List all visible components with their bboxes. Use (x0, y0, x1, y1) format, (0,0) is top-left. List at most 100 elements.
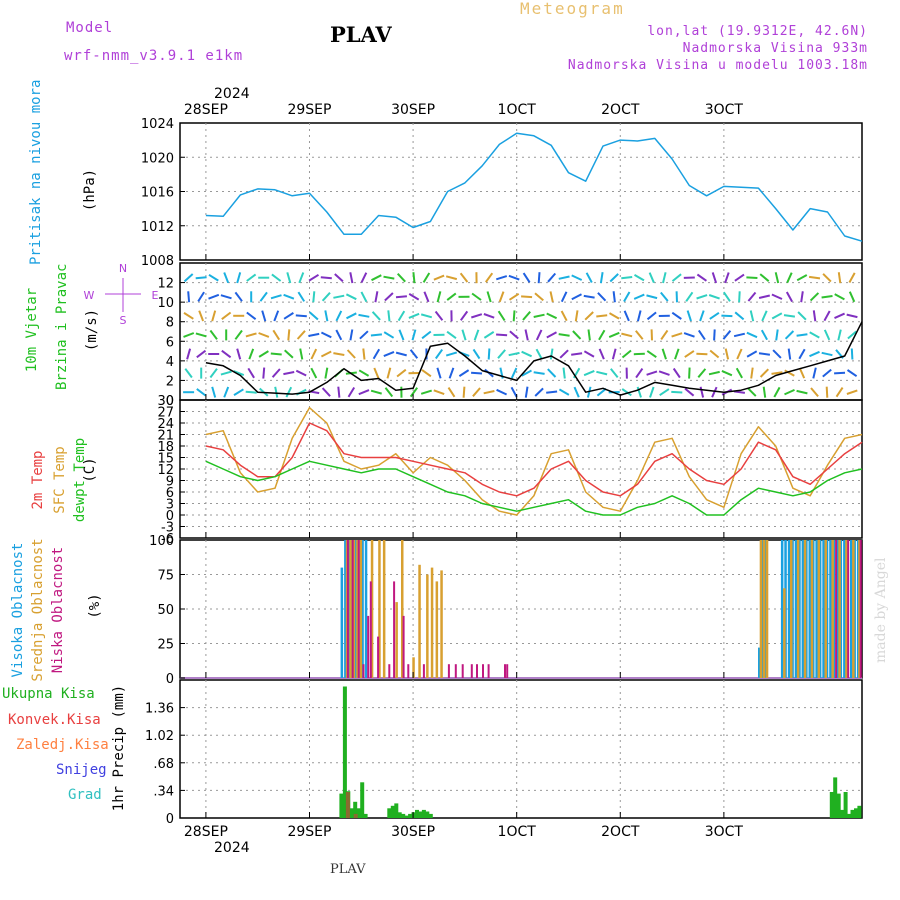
temp-ytick-label: 27 (157, 406, 174, 421)
cloud-ytick-label: 50 (157, 603, 174, 618)
bottom-year: 2024 (214, 840, 250, 856)
wind-arrow (537, 272, 541, 284)
wind-arrow (299, 348, 304, 360)
mid-cloud-bar (831, 540, 834, 678)
wind-arrow (420, 389, 432, 395)
wind-arrow (759, 368, 770, 378)
temp-ytick-label: 0 (166, 509, 174, 524)
wind-arrow (483, 390, 495, 395)
wind-arrow (608, 312, 620, 320)
wind-arrow (448, 367, 455, 379)
wind-arrow (696, 294, 708, 300)
cloud-ytick-label: 25 (157, 638, 174, 653)
wind-arrow (195, 276, 207, 280)
wind-arrow (583, 294, 595, 299)
mid-cloud-bar (765, 540, 769, 678)
wind-arrow (558, 388, 570, 396)
wind-arrow (461, 329, 467, 341)
wind-arrow (711, 272, 718, 284)
wind-ytick-label: 6 (166, 335, 174, 350)
wind-arrow (271, 368, 281, 378)
high-cloud-bar (805, 540, 808, 678)
pressure-ytick-label: 1016 (141, 186, 174, 201)
mid-cloud-bar (817, 540, 821, 678)
wind-arrow (558, 275, 570, 280)
cloud-ytick-label: 75 (157, 569, 174, 584)
wind-arrow (685, 291, 694, 302)
wind-arrow (498, 291, 505, 303)
wind-arrow (521, 350, 533, 358)
total-precip-bar (401, 813, 406, 818)
wind-arrow (585, 272, 593, 283)
low-cloud-bar (388, 664, 391, 678)
temp-ytick-label: 24 (157, 417, 174, 432)
wind-arrow (721, 314, 733, 318)
wind-arrow (233, 388, 244, 396)
wind-arrow (775, 329, 779, 341)
total-precip-bar (415, 809, 419, 818)
wind-arrow (746, 331, 758, 339)
compass-s: S (120, 314, 127, 327)
temp-ytick-label: 18 (157, 440, 174, 455)
high-cloud-bar (780, 540, 784, 678)
cloud-ytick-label: 100 (149, 534, 174, 549)
wind-arrow (796, 274, 808, 282)
top-date-label: 3OCT (705, 102, 744, 118)
total-precip-bar (408, 813, 413, 818)
wind-arrow (598, 329, 606, 341)
wind-arrow (558, 333, 570, 337)
wind-arrow (310, 348, 318, 360)
high-cloud-bar (361, 540, 364, 678)
wind-speed-line (205, 321, 863, 396)
wind-arrow (787, 348, 792, 360)
wind-arrow (258, 332, 270, 338)
wind-arrow (709, 349, 720, 359)
precip-ytick-label: 0 (166, 812, 174, 827)
wind-arrow (699, 386, 705, 398)
wind-arrow (724, 272, 730, 284)
high-cloud-bar (836, 540, 839, 678)
wind-arrow (422, 272, 431, 283)
wind-arrow (658, 370, 670, 376)
wind-arrow (759, 273, 770, 282)
wind-arrow (236, 348, 242, 360)
precip-label-frozen: Zaledj.Kisa (16, 737, 109, 753)
wind-arrow (284, 349, 294, 359)
wind-arrow (534, 387, 544, 397)
mid-cloud-bar (352, 540, 356, 678)
mid-cloud-bar (762, 540, 766, 678)
wind-arrow (733, 390, 746, 394)
wind-arrow (837, 272, 842, 284)
wind-arrow (183, 332, 195, 338)
wind-arrow (524, 386, 529, 398)
wind-arrow (746, 350, 758, 358)
wind-arrow (688, 367, 691, 379)
top-date-label: 29SEP (287, 102, 331, 118)
wind-arrow (411, 329, 417, 341)
temp-ytick-label: 6 (166, 486, 174, 501)
high-cloud-bar (808, 540, 811, 678)
wind-arrow (846, 313, 858, 319)
wind-arrow (285, 386, 293, 398)
wind-arrow (609, 273, 619, 283)
high-cloud-bar (794, 540, 798, 678)
wind-arrow (571, 274, 583, 281)
wind-arrow (671, 311, 682, 320)
wind-arrow (549, 291, 554, 303)
mid-cloud-bar (395, 602, 398, 678)
wind-arrow (809, 292, 820, 302)
bottom-date-label: 30SEP (391, 824, 435, 840)
wind-arrow (696, 273, 707, 282)
wind-arrow (270, 352, 282, 356)
wind-arrow (209, 329, 218, 340)
wind-arrow (487, 348, 491, 360)
wind-arrow (295, 369, 307, 377)
wind-arrow (512, 310, 516, 322)
wind-arrow (771, 312, 783, 320)
wind-arrow (760, 329, 768, 341)
wind-arrow (409, 387, 419, 398)
mid-cloud-bar (382, 540, 386, 678)
wind-arrow (797, 311, 807, 321)
wind-arrow (298, 272, 305, 284)
low-cloud-bar (506, 664, 509, 678)
